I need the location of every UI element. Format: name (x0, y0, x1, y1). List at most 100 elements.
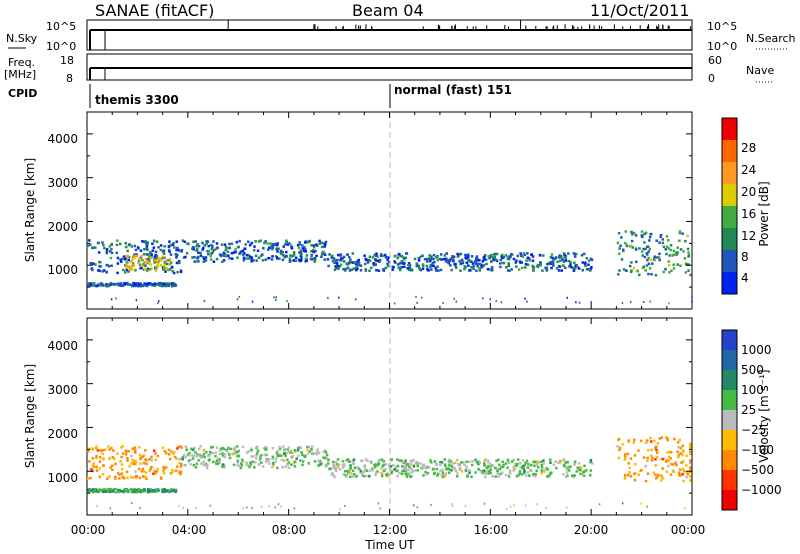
freq-label: Freq. (8, 56, 35, 69)
echo-cell (330, 473, 334, 477)
echo-cell (555, 466, 558, 470)
echo-cell (489, 468, 492, 471)
echo-cell (114, 477, 117, 480)
echo-cell (558, 256, 561, 259)
echo-cell (143, 248, 146, 251)
echo-cell (122, 268, 125, 272)
echo-cell (585, 469, 588, 472)
echo-cell (239, 250, 243, 254)
echo-cell (353, 466, 357, 469)
echo-cell (403, 265, 406, 269)
echo-cell (167, 268, 170, 272)
echo-cell (466, 254, 470, 258)
echo-cell (310, 447, 313, 451)
echo-cell (549, 256, 553, 259)
echo-cell (357, 260, 360, 264)
echo-cell (416, 301, 418, 304)
echo-cell (378, 260, 381, 263)
echo-cell (660, 457, 663, 461)
echo-cell (527, 257, 531, 260)
echo-cell (273, 296, 275, 299)
echo-cell (485, 470, 489, 473)
echo-cell (399, 261, 402, 265)
echo-cell (389, 464, 393, 468)
echo-cell (689, 459, 692, 462)
echo-cell (630, 261, 633, 264)
echo-cell (175, 457, 178, 461)
echo-cell (337, 267, 340, 270)
echo-cell (531, 264, 534, 268)
echo-cell (135, 253, 139, 256)
echo-cell (338, 265, 342, 268)
echo-cell (451, 258, 455, 261)
echo-cell (384, 473, 388, 477)
echo-cell (458, 259, 461, 263)
echo-cell (285, 255, 288, 258)
echo-cell (563, 459, 566, 463)
echo-cell (456, 252, 459, 256)
echo-cell (398, 459, 401, 462)
echo-cell (241, 249, 245, 253)
echo-cell (591, 462, 594, 465)
echo-cell (91, 262, 95, 265)
power-cb-tick-4: 4 (741, 271, 749, 285)
nave-tick-bottom: 0 (708, 72, 715, 85)
echo-cell (118, 477, 121, 480)
echo-cell (238, 464, 242, 468)
echo-cell (656, 475, 659, 478)
echo-cell (133, 462, 137, 466)
echo-cell (559, 460, 562, 464)
echo-cell (451, 462, 455, 465)
echo-cell (495, 459, 498, 462)
echo-cell (518, 470, 522, 473)
echo-cell (135, 474, 138, 478)
echo-cell (681, 232, 684, 235)
echo-cell (89, 283, 93, 286)
velocity-colorbar-label: Velocity [m s⁻¹] (757, 369, 771, 462)
echo-cell (178, 457, 181, 461)
echo-cell (397, 266, 400, 269)
echo-cell (189, 458, 192, 462)
echo-cell (454, 266, 458, 269)
echo-cell (103, 246, 106, 250)
echo-cell (650, 258, 653, 262)
echo-cell (416, 469, 419, 472)
cpid-segment-2: normal (fast) 151 (394, 83, 512, 97)
echo-cell (689, 466, 692, 469)
echo-cell (310, 445, 314, 448)
echo-cell (167, 284, 171, 288)
echo-cell (308, 450, 312, 453)
echo-cell (211, 250, 215, 254)
echo-cell (228, 456, 232, 460)
echo-cell (539, 264, 543, 267)
echo-cell (539, 262, 542, 266)
echo-cell (448, 259, 451, 262)
echo-cell (152, 239, 156, 243)
echo-cell (490, 268, 494, 272)
echo-cell (466, 256, 470, 259)
echo-cell (508, 471, 512, 475)
echo-cell (669, 248, 673, 252)
echo-cell (140, 254, 143, 258)
echo-cell (137, 489, 141, 492)
echo-cell (179, 270, 183, 274)
echo-cell (410, 268, 413, 271)
echo-cell (640, 230, 644, 233)
echo-cell (169, 253, 173, 256)
power-panel: Slant Range [km] 1000 2000 3000 4000 Pow… (23, 111, 771, 310)
echo-cell (107, 264, 111, 268)
echo-cell (162, 465, 165, 469)
echo-cell (689, 452, 692, 456)
echo-cell (165, 452, 168, 455)
echo-cell (534, 474, 537, 478)
echo-cell (288, 257, 292, 260)
echo-cell (143, 282, 146, 285)
echo-cell (374, 471, 378, 474)
velocity-ytick-3000: 3000 (47, 383, 78, 397)
echo-cell (149, 256, 153, 259)
echo-cell (144, 264, 147, 267)
echo-cell (170, 266, 174, 269)
echo-cell (454, 469, 458, 473)
echo-cell (116, 256, 120, 260)
echo-cell (187, 459, 191, 463)
